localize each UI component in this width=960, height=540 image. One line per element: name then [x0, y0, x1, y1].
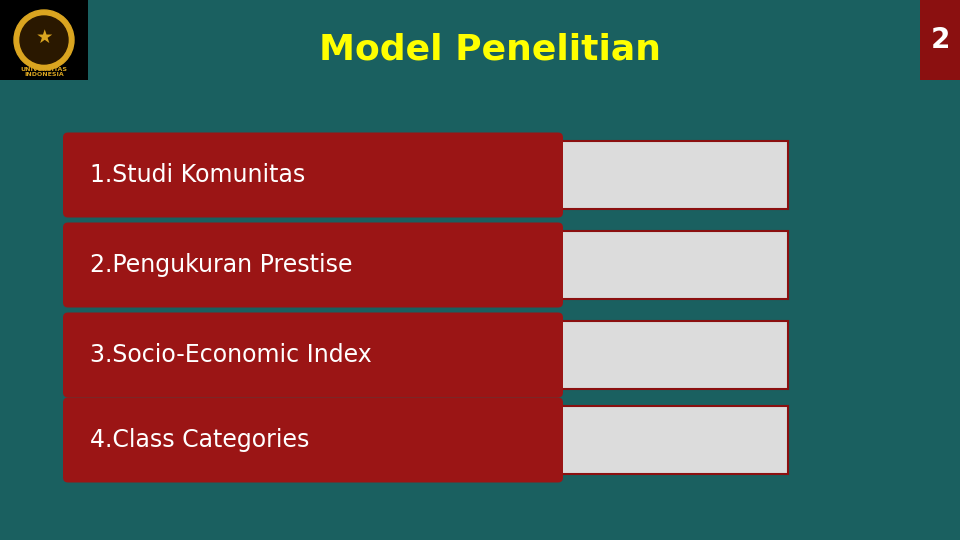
Text: Model Penelitian: Model Penelitian [319, 33, 661, 67]
FancyBboxPatch shape [63, 313, 563, 397]
Bar [0, 0, 88, 80]
Text: ★: ★ [36, 28, 53, 46]
FancyBboxPatch shape [63, 222, 563, 307]
FancyBboxPatch shape [68, 231, 788, 299]
Text: 3.Socio-Economic Index: 3.Socio-Economic Index [90, 343, 372, 367]
Text: UNIVERSITAS
INDONESIA: UNIVERSITAS INDONESIA [20, 66, 67, 77]
FancyBboxPatch shape [63, 132, 563, 218]
FancyBboxPatch shape [68, 321, 788, 389]
Text: 2: 2 [930, 26, 949, 54]
Text: 4.Class Categories: 4.Class Categories [90, 428, 309, 452]
Bar [920, 0, 960, 80]
Text: 1.Studi Komunitas: 1.Studi Komunitas [90, 163, 305, 187]
FancyBboxPatch shape [68, 406, 788, 474]
Circle shape [14, 10, 74, 70]
FancyBboxPatch shape [68, 141, 788, 209]
Text: 2.Pengukuran Prestise: 2.Pengukuran Prestise [90, 253, 352, 277]
FancyBboxPatch shape [63, 397, 563, 483]
Circle shape [20, 16, 68, 64]
